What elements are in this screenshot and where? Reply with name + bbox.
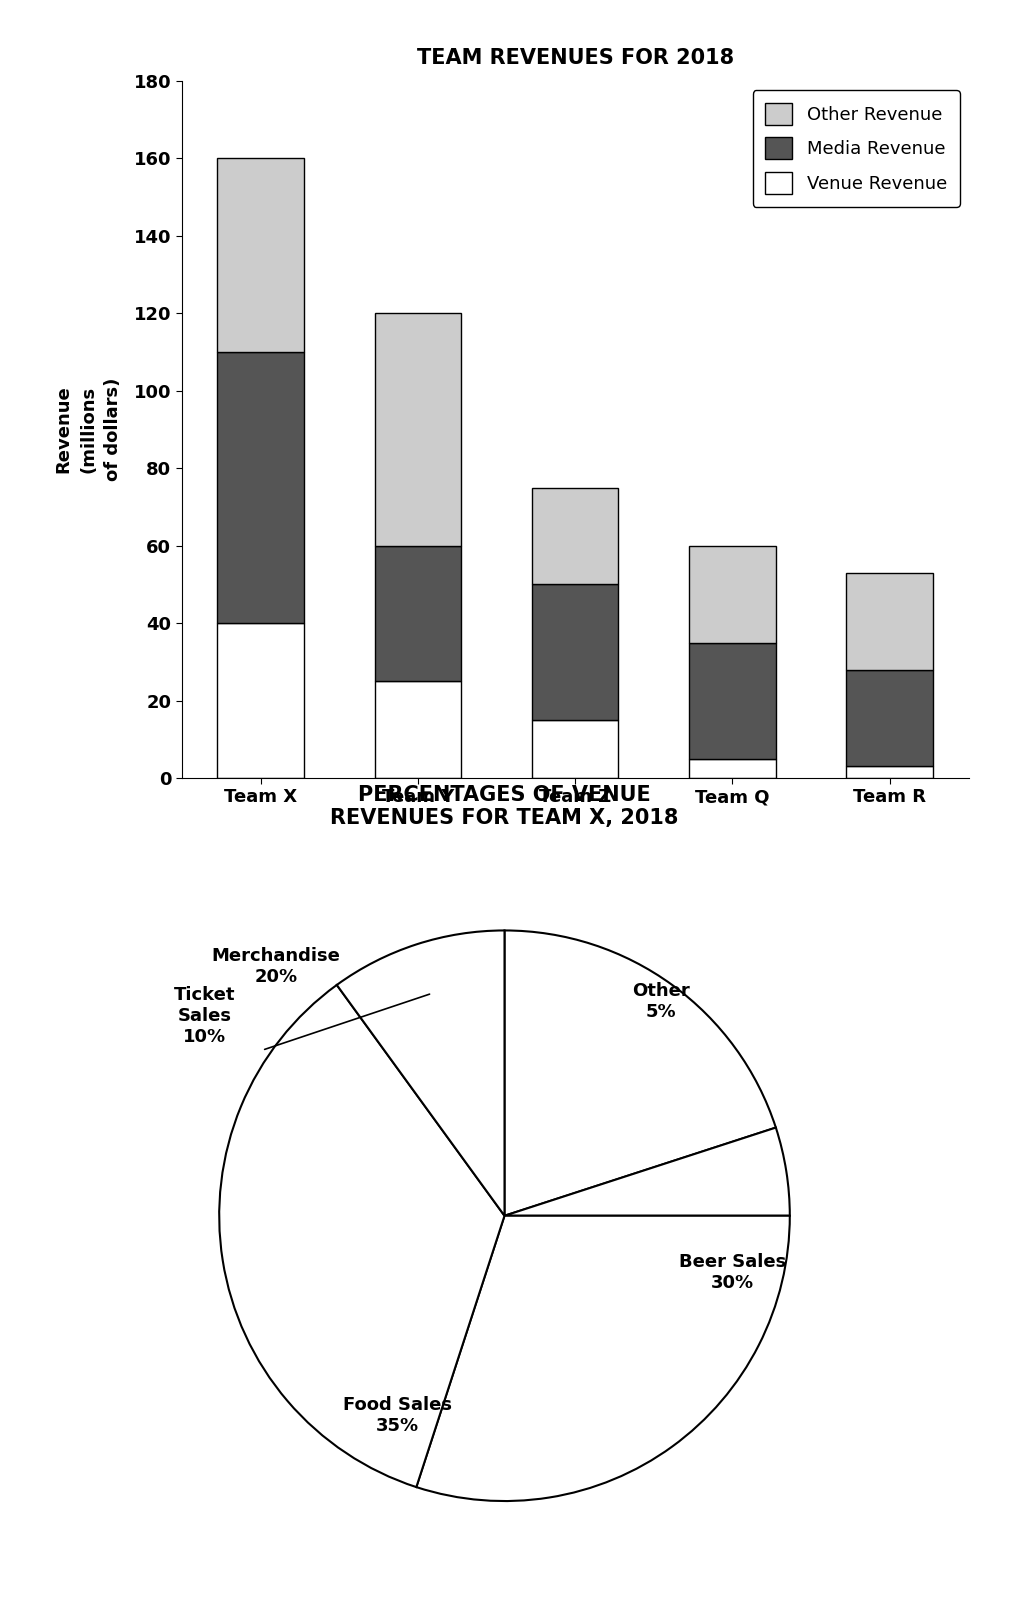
Bar (217, 622, 304, 778)
Text: Food Sales
35%: Food Sales 35% (343, 1396, 452, 1435)
Bar (847, 767, 933, 778)
Wedge shape (504, 1128, 790, 1216)
Title: TEAM REVENUES FOR 2018: TEAM REVENUES FOR 2018 (417, 49, 734, 68)
Bar (689, 642, 776, 759)
Text: Beer Sales
30%: Beer Sales 30% (679, 1253, 786, 1292)
Bar (532, 720, 619, 778)
Bar (847, 572, 933, 669)
Text: Merchandise
20%: Merchandise 20% (212, 947, 341, 986)
Bar (217, 159, 304, 352)
Bar (689, 546, 776, 642)
Bar (374, 313, 461, 546)
Bar (689, 759, 776, 778)
Bar (217, 352, 304, 622)
Wedge shape (337, 930, 504, 1216)
Wedge shape (417, 1216, 790, 1501)
Wedge shape (504, 930, 776, 1216)
Text: Other
5%: Other 5% (633, 982, 690, 1021)
Legend: Other Revenue, Media Revenue, Venue Revenue: Other Revenue, Media Revenue, Venue Reve… (753, 91, 960, 207)
Bar (532, 585, 619, 720)
Bar (374, 546, 461, 681)
Wedge shape (219, 986, 504, 1486)
Bar (532, 488, 619, 585)
Text: Ticket
Sales
10%: Ticket Sales 10% (175, 986, 236, 1046)
Title: PERCENTAGES OF VENUE
REVENUES FOR TEAM X, 2018: PERCENTAGES OF VENUE REVENUES FOR TEAM X… (330, 785, 679, 828)
Bar (374, 681, 461, 778)
Bar (847, 669, 933, 767)
Y-axis label: Revenue
(millions
of dollars): Revenue (millions of dollars) (54, 378, 122, 481)
